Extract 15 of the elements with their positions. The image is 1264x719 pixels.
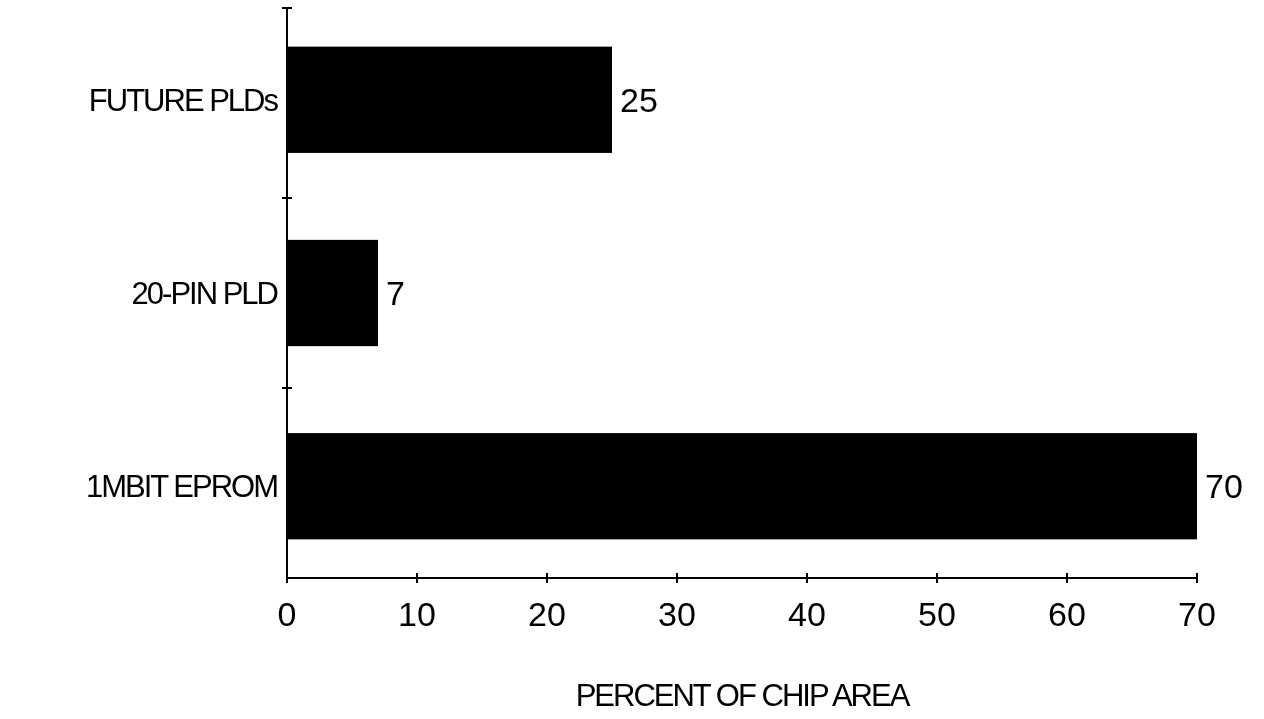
data-label: 25 xyxy=(620,80,658,119)
x-tick-label: 60 xyxy=(1048,595,1086,633)
y-tick-label: 20-PIN PLD xyxy=(131,275,278,311)
data-label: 70 xyxy=(1205,467,1243,506)
y-tick-label: FUTURE PLDs xyxy=(88,82,279,118)
x-tick-label: 40 xyxy=(788,595,826,633)
y-tick-label: 1MBIT EPROM xyxy=(85,469,278,505)
x-tick-label: 0 xyxy=(277,595,297,633)
x-tick-label: 70 xyxy=(1178,595,1216,633)
x-tick-label: 30 xyxy=(658,595,696,633)
x-tick-label: 50 xyxy=(918,595,956,633)
x-tick-label: 10 xyxy=(398,595,436,633)
x-tick-label: 20 xyxy=(528,595,566,633)
data-label: 7 xyxy=(386,273,405,312)
x-axis-title: PERCENT OF CHIP AREA xyxy=(575,678,911,713)
